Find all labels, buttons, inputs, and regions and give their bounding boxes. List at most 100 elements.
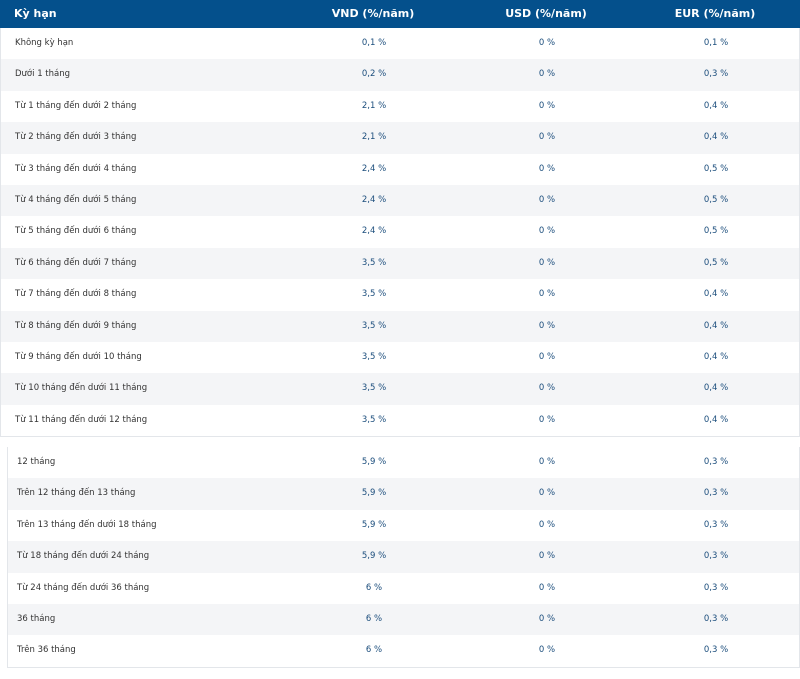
rate-cell: 2,1 % xyxy=(361,132,387,143)
table-row: Từ 2 tháng đến dưới 3 tháng 2,1 % 0 % 0,4 % xyxy=(1,122,799,154)
rate-cell: 2,4 % xyxy=(361,163,387,174)
table-row: Trên 36 tháng 6 % 0 % 0,3 % xyxy=(8,635,799,666)
term-cell: Từ 4 tháng đến dưới 5 tháng xyxy=(15,194,137,205)
rate-cell: 0 % xyxy=(538,226,556,237)
table-row: Trên 12 tháng đến 13 tháng 5,9 % 0 % 0,3 % xyxy=(8,478,799,510)
header-cell: USD (%/năm) xyxy=(505,7,587,20)
rate-cell: 0,3 % xyxy=(703,519,729,530)
table-row: Từ 18 tháng đến dưới 24 tháng 5,9 % 0 % 0,3… xyxy=(8,541,799,573)
term-cell: Từ 8 tháng đến dưới 9 tháng xyxy=(15,320,137,331)
rate-cell: 0 % xyxy=(538,645,556,656)
rate-cell: 3,5 % xyxy=(361,414,387,425)
rate-cell: 0,4 % xyxy=(703,414,729,425)
rate-cell: 0 % xyxy=(538,320,556,331)
rate-cell: 2,4 % xyxy=(361,226,387,237)
table-row: Từ 1 tháng đến dưới 2 tháng 2,1 % 0 % 0,4 % xyxy=(1,91,799,122)
rate-cell: 3,5 % xyxy=(361,351,387,362)
rate-cell: 3,5 % xyxy=(361,320,387,331)
rate-cell: 5,9 % xyxy=(361,519,387,530)
header-cell: EUR (%/năm) xyxy=(674,7,756,20)
table-row: Từ 8 tháng đến dưới 9 tháng 3,5 % 0 % 0,4 % xyxy=(1,310,799,342)
rate-cell: 6 % xyxy=(365,613,383,624)
table-row: Trên 13 tháng đến dưới 18 tháng 5,9 % 0 % 0… xyxy=(8,510,799,541)
rate-cell: 0,2 % xyxy=(361,69,387,80)
rate-cell: 0,3 % xyxy=(703,488,729,499)
rate-cell: 0,1 % xyxy=(703,38,729,48)
rate-cell: 0,5 % xyxy=(703,257,729,268)
rate-cell: 0 % xyxy=(538,457,556,467)
table-row: Từ 9 tháng đến dưới 10 tháng 3,5 % 0 % 0,4 … xyxy=(1,342,799,373)
rate-cell: 0,1 % xyxy=(361,38,387,48)
rate-cell: 0 % xyxy=(538,519,556,530)
rate-cell: 0 % xyxy=(538,194,556,205)
table-header: Kỳ hạn VND (%/năm) USD (%/năm) EUR (%/nă… xyxy=(0,0,800,28)
table-row: Không kỳ hạn 0,1 % 0 % 0,1 % xyxy=(1,28,799,59)
term-cell: Từ 2 tháng đến dưới 3 tháng xyxy=(15,132,137,143)
rate-cell: 0,5 % xyxy=(703,194,729,205)
rate-cell: 0,4 % xyxy=(703,100,729,111)
row-group: Không kỳ hạn 0,1 % 0 % 0,1 % Dưới 1 tháng 0,2… xyxy=(0,28,800,438)
row-group: 12 tháng 5,9 % 0 % 0,3 % Trên 12 tháng đến 1… xyxy=(7,447,800,668)
header-cell: Kỳ hạn xyxy=(14,7,57,20)
table-row: Từ 24 tháng đến dưới 36 tháng 6 % 0 % 0,3 % xyxy=(8,573,799,604)
rate-cell: 0 % xyxy=(538,351,556,362)
term-cell: Từ 7 tháng đến dưới 8 tháng xyxy=(15,289,137,300)
rate-cell: 0 % xyxy=(538,383,556,394)
rate-cell: 3,5 % xyxy=(361,257,387,268)
table-row: Dưới 1 tháng 0,2 % 0 % 0,3 % xyxy=(1,59,799,91)
table-row: Từ 3 tháng đến dưới 4 tháng 2,4 % 0 % 0,5 % xyxy=(1,154,799,185)
rate-cell: 3,5 % xyxy=(361,383,387,394)
term-cell: Từ 18 tháng đến dưới 24 tháng xyxy=(17,551,150,562)
rate-cell: 0 % xyxy=(538,69,556,80)
term-cell: 12 tháng xyxy=(17,457,56,467)
table-row: 12 tháng 5,9 % 0 % 0,3 % xyxy=(8,447,799,478)
table-row: Từ 10 tháng đến dưới 11 tháng 3,5 % 0 % 0,4… xyxy=(1,373,799,405)
term-cell: 36 tháng xyxy=(17,613,56,624)
term-cell: Trên 12 tháng đến 13 tháng xyxy=(17,488,136,499)
rate-cell: 0,3 % xyxy=(703,457,729,467)
table-row: Từ 4 tháng đến dưới 5 tháng 2,4 % 0 % 0,5 % xyxy=(1,184,799,217)
rate-cell: 5,9 % xyxy=(361,488,387,499)
rate-cell: 0,4 % xyxy=(703,383,729,394)
rate-cell: 0 % xyxy=(538,100,556,111)
term-cell: Từ 9 tháng đến dưới 10 tháng xyxy=(15,351,142,362)
term-cell: Từ 24 tháng đến dưới 36 tháng xyxy=(17,582,150,593)
rate-cell: 0,3 % xyxy=(703,582,729,593)
term-cell: Trên 13 tháng đến dưới 18 tháng xyxy=(17,519,157,530)
rate-cell: 0 % xyxy=(538,257,556,268)
rate-cell: 0,3 % xyxy=(703,69,729,80)
rate-cell: 3,5 % xyxy=(361,289,387,300)
rate-cell: 0 % xyxy=(538,163,556,174)
rate-cell: 0,3 % xyxy=(703,645,729,656)
term-cell: Từ 1 tháng đến dưới 2 tháng xyxy=(15,100,137,111)
term-cell: Không kỳ hạn xyxy=(15,38,74,48)
rate-cell: 0 % xyxy=(538,132,556,143)
table-row: Từ 5 tháng đến dưới 6 tháng 2,4 % 0 % 0,5 % xyxy=(1,216,799,247)
term-cell: Từ 5 tháng đến dưới 6 tháng xyxy=(15,226,137,237)
rate-cell: 5,9 % xyxy=(361,551,387,562)
rate-cell: 0 % xyxy=(538,551,556,562)
term-cell: Từ 11 tháng đến dưới 12 tháng xyxy=(15,414,148,425)
rate-cell: 0 % xyxy=(538,414,556,425)
term-cell: Từ 10 tháng đến dưới 11 tháng xyxy=(15,383,148,394)
table-row: 36 tháng 6 % 0 % 0,3 % xyxy=(8,603,799,636)
term-cell: Trên 36 tháng xyxy=(17,645,76,656)
header-cell: VND (%/năm) xyxy=(331,7,415,20)
rate-cell: 0 % xyxy=(538,38,556,48)
rate-cell: 0,4 % xyxy=(703,320,729,331)
rate-cell: 5,9 % xyxy=(361,457,387,467)
table-row: Từ 11 tháng đến dưới 12 tháng 3,5 % 0 % 0,4… xyxy=(1,405,799,436)
rate-cell: 0,4 % xyxy=(703,289,729,300)
rate-cell: 6 % xyxy=(365,645,383,656)
rate-cell: 0,5 % xyxy=(703,163,729,174)
rate-cell: 0 % xyxy=(538,488,556,499)
rate-cell: 0,5 % xyxy=(703,226,729,237)
rate-cell: 0 % xyxy=(538,582,556,593)
rate-cell: 0 % xyxy=(538,613,556,624)
rate-cell: 0,3 % xyxy=(703,551,729,562)
table-row: Từ 6 tháng đến dưới 7 tháng 3,5 % 0 % 0,5 % xyxy=(1,247,799,280)
rate-cell: 0,4 % xyxy=(703,132,729,143)
rate-cell: 0,3 % xyxy=(703,613,729,624)
rate-cell: 2,1 % xyxy=(361,100,387,111)
